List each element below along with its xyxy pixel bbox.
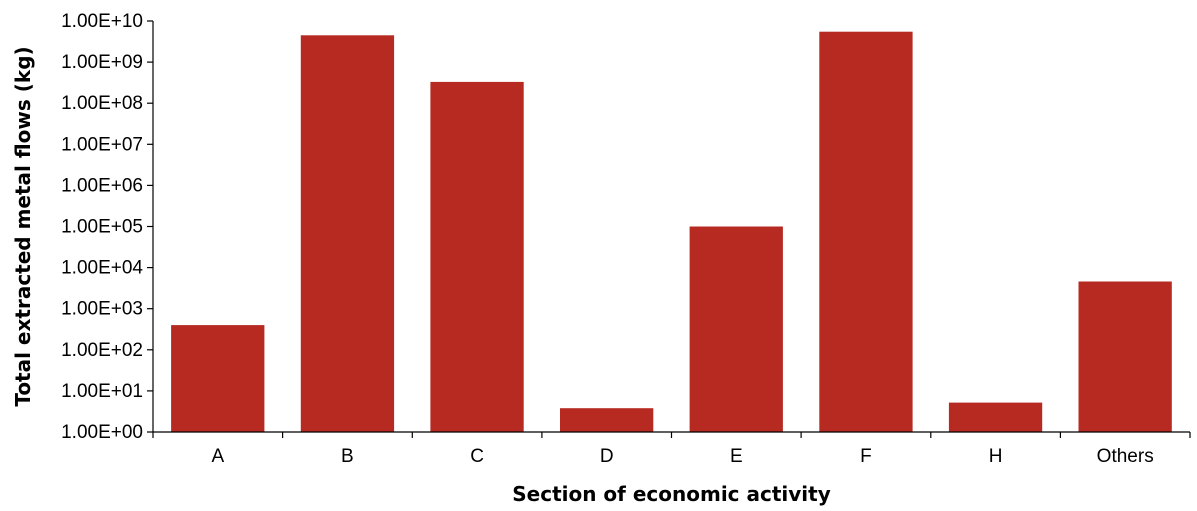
bar-d — [560, 408, 654, 432]
x-axis-title: Section of economic activity — [512, 482, 831, 506]
bar-h — [948, 402, 1043, 432]
bar-others — [1078, 281, 1172, 432]
y-tick-label: 1.00E+07 — [61, 134, 143, 155]
y-axis-title: Total extracted metal flows (kg) — [11, 46, 35, 406]
bar-f — [819, 31, 913, 432]
bar-c — [430, 81, 524, 433]
x-tick-label: E — [730, 446, 743, 467]
x-tick-label: D — [600, 446, 614, 467]
x-tick-label: A — [211, 446, 224, 467]
x-tick-label: F — [860, 446, 872, 467]
bar-b — [300, 35, 395, 433]
bar-a — [171, 325, 265, 432]
y-tick-label: 1.00E+01 — [61, 381, 143, 402]
x-tick-label: B — [341, 446, 354, 467]
y-tick-label: 1.00E+04 — [61, 258, 143, 279]
y-tick-label: 1.00E+05 — [61, 217, 143, 238]
y-tick-label: 1.00E+10 — [61, 11, 143, 32]
bar-e — [689, 226, 783, 432]
x-tick-label: H — [989, 446, 1003, 467]
x-tick-label: Others — [1097, 446, 1154, 467]
y-tick-label: 1.00E+06 — [61, 175, 143, 196]
y-tick-label: 1.00E+08 — [61, 93, 143, 114]
bars-group — [171, 31, 1172, 433]
x-axis-ticks: A B C D E F H Others — [152, 432, 1191, 467]
y-tick-label: 1.00E+02 — [61, 340, 143, 361]
y-tick-label: 1.00E+03 — [61, 299, 143, 320]
y-axis-ticks: 1.00E+00 1.00E+01 1.00E+02 1.00E+03 1.00E+04… — [61, 11, 153, 443]
y-tick-label: 1.00E+09 — [61, 52, 143, 73]
x-tick-label: C — [470, 446, 484, 467]
y-tick-label: 1.00E+00 — [61, 422, 143, 443]
